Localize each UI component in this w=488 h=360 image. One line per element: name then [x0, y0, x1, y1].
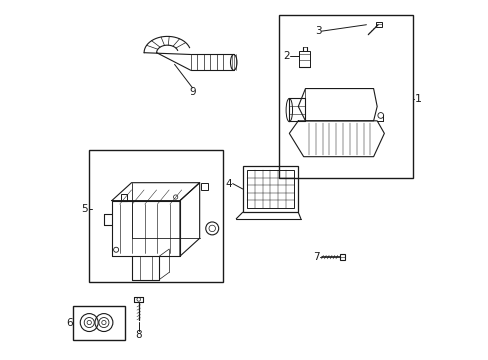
Bar	[121, 194, 127, 201]
Bar	[88, 149, 223, 282]
Text: 5: 5	[81, 204, 88, 214]
Text: 3: 3	[314, 26, 321, 36]
Text: 6: 6	[66, 319, 73, 328]
Text: 2: 2	[283, 51, 289, 61]
Bar	[278, 15, 412, 178]
Text: 8: 8	[135, 330, 142, 340]
Bar	[289, 98, 305, 121]
Text: 9: 9	[189, 87, 195, 97]
Text: 4: 4	[224, 179, 231, 189]
Bar	[246, 170, 293, 208]
Text: 7: 7	[312, 252, 319, 262]
Bar	[299, 51, 309, 67]
Bar	[242, 166, 298, 212]
Bar	[339, 254, 344, 260]
Bar	[73, 306, 125, 339]
Bar	[201, 183, 207, 190]
Bar	[376, 22, 382, 27]
Text: 1: 1	[414, 94, 421, 104]
